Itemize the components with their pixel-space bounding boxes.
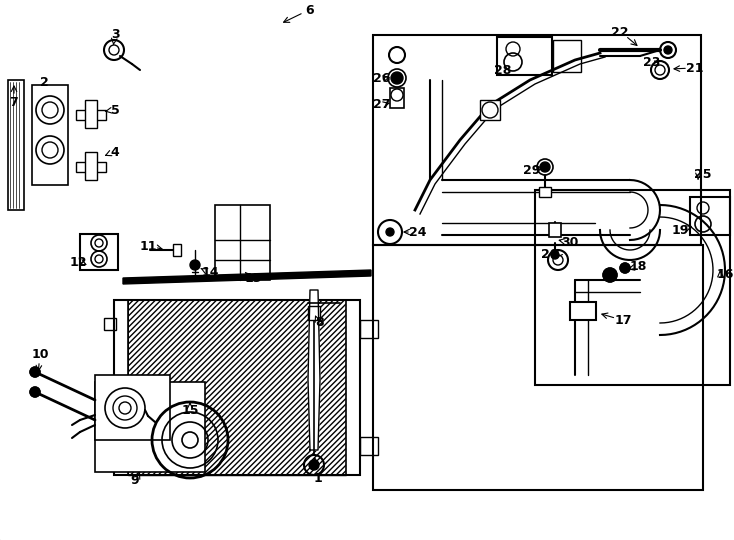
Polygon shape bbox=[123, 270, 371, 284]
Bar bbox=[497, 37, 552, 75]
Circle shape bbox=[30, 387, 40, 397]
Text: 2: 2 bbox=[40, 76, 48, 89]
Bar bbox=[690, 197, 730, 235]
Text: 13: 13 bbox=[244, 272, 262, 285]
Circle shape bbox=[386, 228, 394, 236]
Bar bbox=[85, 152, 97, 180]
Bar bbox=[32, 85, 68, 185]
Bar bbox=[346, 300, 360, 475]
Text: 9: 9 bbox=[131, 474, 139, 487]
Bar bbox=[8, 80, 24, 210]
Bar bbox=[308, 306, 320, 320]
Text: 18: 18 bbox=[629, 260, 647, 273]
Circle shape bbox=[391, 72, 403, 84]
Bar bbox=[128, 300, 346, 475]
Text: 30: 30 bbox=[562, 235, 578, 248]
Bar bbox=[104, 318, 116, 330]
Text: 17: 17 bbox=[614, 314, 632, 327]
Text: 25: 25 bbox=[694, 168, 712, 181]
Bar bbox=[215, 205, 270, 280]
Text: 4: 4 bbox=[111, 145, 120, 159]
Text: 1: 1 bbox=[313, 471, 322, 484]
Text: 23: 23 bbox=[643, 56, 661, 69]
Bar bbox=[80, 234, 118, 270]
Bar bbox=[360, 320, 378, 338]
Text: 27: 27 bbox=[374, 98, 390, 111]
Text: 29: 29 bbox=[523, 164, 541, 177]
Bar bbox=[76, 110, 106, 120]
Circle shape bbox=[620, 263, 630, 273]
Circle shape bbox=[190, 260, 200, 270]
Bar bbox=[373, 245, 703, 490]
Polygon shape bbox=[308, 290, 320, 450]
Text: 7: 7 bbox=[10, 96, 18, 109]
Bar bbox=[114, 300, 128, 475]
Bar bbox=[570, 302, 596, 320]
Text: 21: 21 bbox=[686, 62, 704, 75]
Text: 28: 28 bbox=[494, 64, 512, 77]
Bar bbox=[104, 445, 116, 457]
Text: 3: 3 bbox=[111, 29, 120, 42]
Bar bbox=[390, 88, 404, 108]
Text: 12: 12 bbox=[69, 255, 87, 268]
Text: 8: 8 bbox=[316, 315, 324, 328]
Bar bbox=[114, 300, 360, 475]
Circle shape bbox=[551, 251, 559, 259]
Bar bbox=[128, 300, 346, 475]
Bar bbox=[549, 223, 561, 237]
Text: 24: 24 bbox=[410, 226, 426, 239]
Text: 26: 26 bbox=[374, 71, 390, 84]
Text: 16: 16 bbox=[716, 268, 734, 281]
Text: 10: 10 bbox=[32, 348, 48, 361]
Circle shape bbox=[30, 367, 40, 377]
Circle shape bbox=[603, 268, 617, 282]
Text: 19: 19 bbox=[672, 224, 688, 237]
Bar bbox=[535, 190, 730, 385]
Circle shape bbox=[540, 162, 550, 172]
Text: 14: 14 bbox=[201, 266, 219, 279]
Bar bbox=[553, 40, 581, 72]
Bar bbox=[539, 187, 551, 197]
Bar bbox=[360, 437, 378, 455]
Bar bbox=[76, 162, 106, 172]
Bar bbox=[480, 100, 500, 120]
Bar bbox=[95, 382, 205, 472]
Text: 6: 6 bbox=[305, 3, 314, 17]
Text: 22: 22 bbox=[611, 25, 629, 38]
Text: 11: 11 bbox=[139, 240, 157, 253]
Circle shape bbox=[664, 46, 672, 54]
Circle shape bbox=[309, 460, 319, 470]
Bar bbox=[95, 375, 170, 440]
Bar bbox=[373, 35, 701, 245]
Bar bbox=[173, 244, 181, 256]
Text: 5: 5 bbox=[111, 104, 120, 117]
Text: 15: 15 bbox=[181, 403, 199, 416]
Bar bbox=[85, 100, 97, 128]
Text: 20: 20 bbox=[541, 248, 559, 261]
Bar bbox=[104, 382, 116, 394]
